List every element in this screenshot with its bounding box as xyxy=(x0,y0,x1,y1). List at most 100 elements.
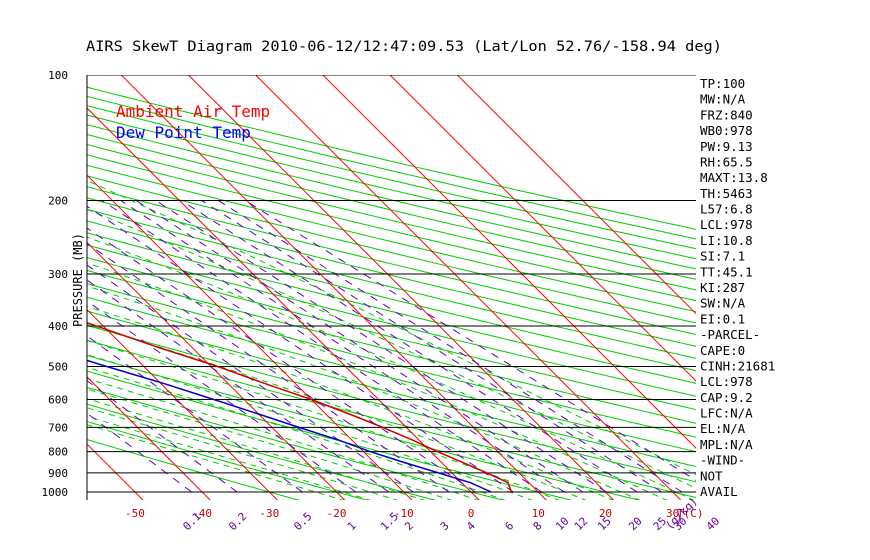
stability-index-label: MPL:N/A xyxy=(700,437,753,452)
mixing-ratio-tick-label: 1 xyxy=(345,519,359,533)
moist-adiabat-line xyxy=(87,424,345,500)
mixing-ratio-tick-label: 10 xyxy=(553,515,572,534)
dry-adiabat-line xyxy=(87,283,696,438)
moist-adiabat-line xyxy=(87,262,668,500)
moist-adiabat-line xyxy=(87,285,641,500)
mixing-ratio-line xyxy=(218,200,683,493)
pressure-tick-label: 1000 xyxy=(42,486,69,499)
moist-adiabat-line xyxy=(87,180,696,476)
mixing-ratio-line xyxy=(201,200,662,493)
moist-adiabat-line xyxy=(87,378,479,500)
mixing-ratio-line xyxy=(181,200,638,493)
x-axis-unit-label: T(C) xyxy=(677,507,704,520)
mixing-ratio-line xyxy=(87,264,414,493)
dry-adiabat-line xyxy=(87,421,369,500)
mixing-ratio-tick-label: 6 xyxy=(502,519,516,533)
pressure-tick-label: 600 xyxy=(48,393,68,406)
isotherm-line xyxy=(87,376,211,500)
mixing-ratio-line xyxy=(87,335,303,493)
moist-adiabat-line xyxy=(87,306,614,500)
dry-adiabat-line xyxy=(87,310,696,468)
isotherm-line xyxy=(0,56,9,501)
isotherm-line xyxy=(187,75,615,500)
stability-index-label: -WIND- xyxy=(700,453,745,468)
stability-index-label: LI:10.8 xyxy=(700,233,753,248)
pressure-tick-label: 300 xyxy=(48,268,68,281)
bottom-temp-tick-labels: -50 -40 -30 -20 -10 0 10 20 30 xyxy=(125,507,679,520)
mixing-ratio-tick-label: 8 xyxy=(531,519,545,533)
dry-adiabat-line xyxy=(87,114,696,260)
pressure-tick-label: 900 xyxy=(48,467,68,480)
bottom-temp-tick-label: 10 xyxy=(532,507,545,520)
dry-adiabat-line xyxy=(87,105,696,250)
mixing-ratio-line xyxy=(101,200,542,493)
dry-adiabat-line xyxy=(87,164,696,313)
stability-index-label: LFC:N/A xyxy=(700,406,753,421)
dry-adiabat-line xyxy=(87,354,641,500)
bottom-temp-tick-label: -20 xyxy=(327,507,347,520)
mixing-ratio-line xyxy=(244,200,696,481)
pressure-tick-label: 800 xyxy=(48,446,68,459)
legend-item-ambient-air-temp: Ambient Air Temp xyxy=(116,102,270,121)
dry-adiabat-line xyxy=(87,403,437,500)
mixing-ratio-line xyxy=(87,412,192,493)
dry-adiabat-lines xyxy=(87,86,696,500)
dry-adiabat-line xyxy=(87,269,696,424)
mixing-ratio-tick-label: 3 xyxy=(438,519,452,533)
pressure-tick-label: 100 xyxy=(48,69,68,82)
moist-adiabat-line xyxy=(87,407,399,500)
mixing-ratio-tick-label: 40 xyxy=(704,515,723,534)
dry-adiabat-line xyxy=(87,175,696,324)
bottom-temp-tick-label: -30 xyxy=(259,507,279,520)
stability-index-label: CINH:21681 xyxy=(700,359,775,374)
stability-index-label: LCL:978 xyxy=(700,217,753,232)
stability-index-label: TH:5463 xyxy=(700,186,753,201)
pressure-tick-label: 500 xyxy=(48,360,68,373)
stability-index-label: MAXT:13.8 xyxy=(700,170,768,185)
stability-index-label: CAPE:0 xyxy=(700,343,745,358)
mixing-ratio-tick-label: 0.5 xyxy=(291,510,314,533)
isobar-lines xyxy=(87,75,696,493)
pressure-tick-label: 700 xyxy=(48,421,68,434)
bottom-temp-tick-label: -10 xyxy=(394,507,414,520)
dry-adiabat-line xyxy=(87,133,696,280)
isotherm-line xyxy=(87,308,279,500)
stability-index-label: LCL:978 xyxy=(700,374,753,389)
stability-index-label: NOT xyxy=(700,468,723,483)
dry-adiabat-line xyxy=(87,186,696,336)
dry-adiabat-line xyxy=(87,244,696,397)
mixing-ratio-line xyxy=(87,205,514,493)
mixing-ratio-line xyxy=(120,200,565,493)
isotherm-line xyxy=(389,75,696,382)
dry-adiabat-line xyxy=(87,197,696,347)
stability-index-label: TT:45.1 xyxy=(700,264,753,279)
stability-index-label: RH:65.5 xyxy=(700,155,753,170)
stability-index-label: SW:N/A xyxy=(700,296,746,311)
isotherm-line xyxy=(254,75,682,500)
isotherm-line xyxy=(87,107,480,500)
isotherm-line xyxy=(120,75,547,500)
stability-index-label: WB0:978 xyxy=(700,123,753,138)
stability-index-label: FRZ:840 xyxy=(700,107,753,122)
mixing-ratio-lines xyxy=(87,200,696,493)
moist-adiabat-line xyxy=(87,388,453,500)
mixing-ratio-line xyxy=(87,242,450,493)
mixing-ratio-tick-label: 2 xyxy=(402,519,416,533)
moist-adiabat-line xyxy=(87,324,587,500)
stability-index-label: TP:100 xyxy=(700,76,745,91)
moist-adiabat-line xyxy=(87,236,695,500)
mixing-ratio-tick-label: 20 xyxy=(626,515,645,534)
isotherm-line xyxy=(456,75,696,315)
stability-index-label: -PARCEL- xyxy=(700,327,760,342)
legend: Ambient Air Temp Dew Point Temp xyxy=(116,102,270,142)
dry-adiabat-line xyxy=(87,232,696,384)
bottom-temp-tick-label: 20 xyxy=(599,507,612,520)
dry-adiabat-line xyxy=(87,370,573,500)
bottom-temp-tick-label: 30 xyxy=(666,507,679,520)
moist-adiabat-line xyxy=(87,208,696,489)
mixing-ratio-tick-label: 4 xyxy=(464,519,478,533)
mixing-ratio-tick-label: 0.2 xyxy=(226,510,249,533)
dry-adiabat-line xyxy=(87,438,301,500)
profile-lines xyxy=(87,322,513,493)
